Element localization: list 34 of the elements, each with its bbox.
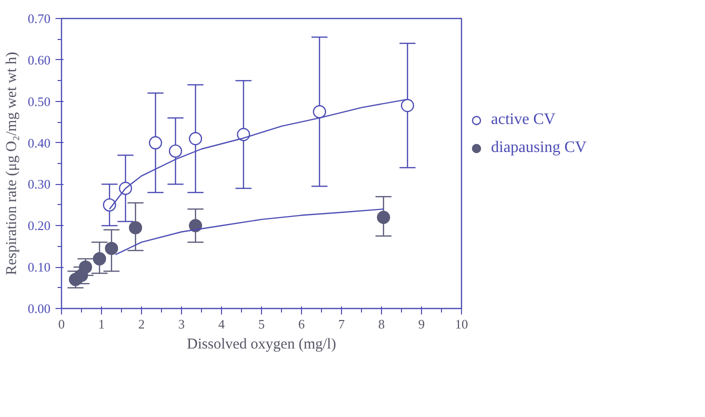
y-tick-label: 0.60 (28, 52, 50, 68)
x-tick-label: 4 (218, 316, 226, 332)
legend-label: diapausing CV (491, 139, 587, 157)
x-tick-label: 9 (418, 316, 425, 332)
x-tick-label: 3 (178, 316, 185, 332)
y-tick-label: 0.20 (28, 218, 50, 234)
y-tick-label: 0.50 (28, 94, 50, 109)
point (128, 221, 142, 234)
point (188, 219, 202, 232)
point (168, 144, 182, 158)
point (312, 105, 326, 118)
point (188, 132, 202, 146)
y-tick-label: 0.00 (28, 301, 50, 316)
x-tick-label: 5 (258, 316, 265, 332)
legend-label: active CV (491, 111, 556, 129)
x-tick-label: 7 (338, 316, 346, 332)
y-tick-label: 0.30 (28, 176, 50, 192)
point (400, 98, 414, 112)
point (148, 136, 162, 150)
x-tick-label: 8 (378, 316, 385, 332)
y-axis-title: Respiration rate (μg O₂/mg wet wt h) (4, 52, 20, 276)
x-axis-title: Dissolved oxygen (mg/l) (186, 336, 336, 352)
x-tick-label: 0 (58, 316, 65, 332)
x-tick-label: 2 (138, 316, 145, 332)
point (102, 198, 116, 212)
x-tick-label: 1 (98, 316, 105, 332)
y-tick-label: 0.70 (28, 11, 50, 26)
point (92, 252, 106, 266)
y-tick-label: 0.40 (28, 135, 50, 150)
point (376, 210, 390, 224)
point (104, 242, 118, 256)
x-tick-label: 10 (455, 316, 468, 332)
y-tick-label: 0.10 (28, 260, 50, 275)
x-tick-label: 6 (298, 316, 306, 332)
